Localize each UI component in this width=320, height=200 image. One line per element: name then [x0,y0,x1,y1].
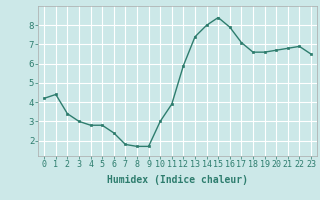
X-axis label: Humidex (Indice chaleur): Humidex (Indice chaleur) [107,175,248,185]
